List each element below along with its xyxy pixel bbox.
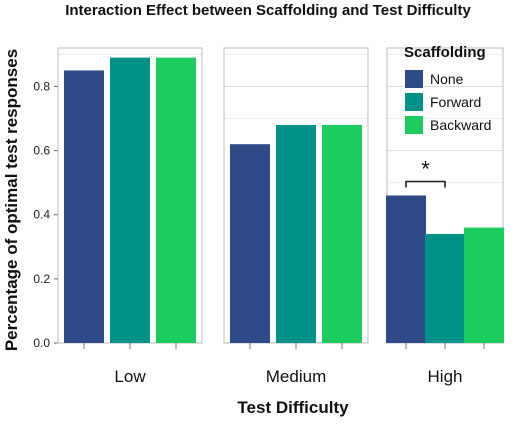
legend-swatch-none (405, 70, 423, 88)
x-category-label: Medium (266, 367, 326, 386)
bar-medium-backward (322, 124, 362, 344)
legend: Scaffolding None Forward Backward (404, 44, 491, 134)
y-tick-label: 0.6 (33, 144, 50, 158)
bar-low-none (64, 70, 104, 344)
facet-panel-high: High * (386, 47, 504, 386)
significance-bracket (405, 180, 446, 188)
y-tick-label: 0.8 (33, 79, 50, 93)
bar-high-forward (425, 233, 465, 343)
facet-panel-medium: Medium (223, 47, 369, 386)
legend-label-forward: Forward (430, 94, 481, 110)
chart-title: Interaction Effect between Scaffolding a… (65, 2, 471, 19)
bar-medium-forward (276, 124, 316, 344)
bar-high-none (386, 195, 426, 343)
y-tick-label: 0.2 (33, 272, 50, 286)
legend-label-backward: Backward (430, 117, 491, 133)
x-axis-title: Test Difficulty (237, 398, 349, 417)
bar-medium-none (230, 144, 270, 343)
facet-panel-low: Low (57, 47, 203, 386)
significance-label: * (421, 157, 430, 182)
x-category-label: Low (114, 367, 146, 386)
bar-low-forward (110, 57, 150, 343)
y-axis-title: Percentage of optimal test responses (2, 49, 21, 351)
bar-low-backward (156, 57, 196, 343)
legend-swatch-backward (405, 116, 423, 134)
bar-high-backward (464, 227, 504, 343)
x-category-label: High (428, 367, 463, 386)
legend-swatch-forward (405, 93, 423, 111)
y-tick-label: 0.0 (33, 336, 50, 350)
y-tick-label: 0.4 (33, 208, 50, 222)
facet-panels: 0.0 0.2 0.4 0.6 0.8 Low Medium High * (33, 47, 504, 386)
legend-label-none: None (430, 71, 464, 87)
legend-title: Scaffolding (404, 44, 486, 61)
